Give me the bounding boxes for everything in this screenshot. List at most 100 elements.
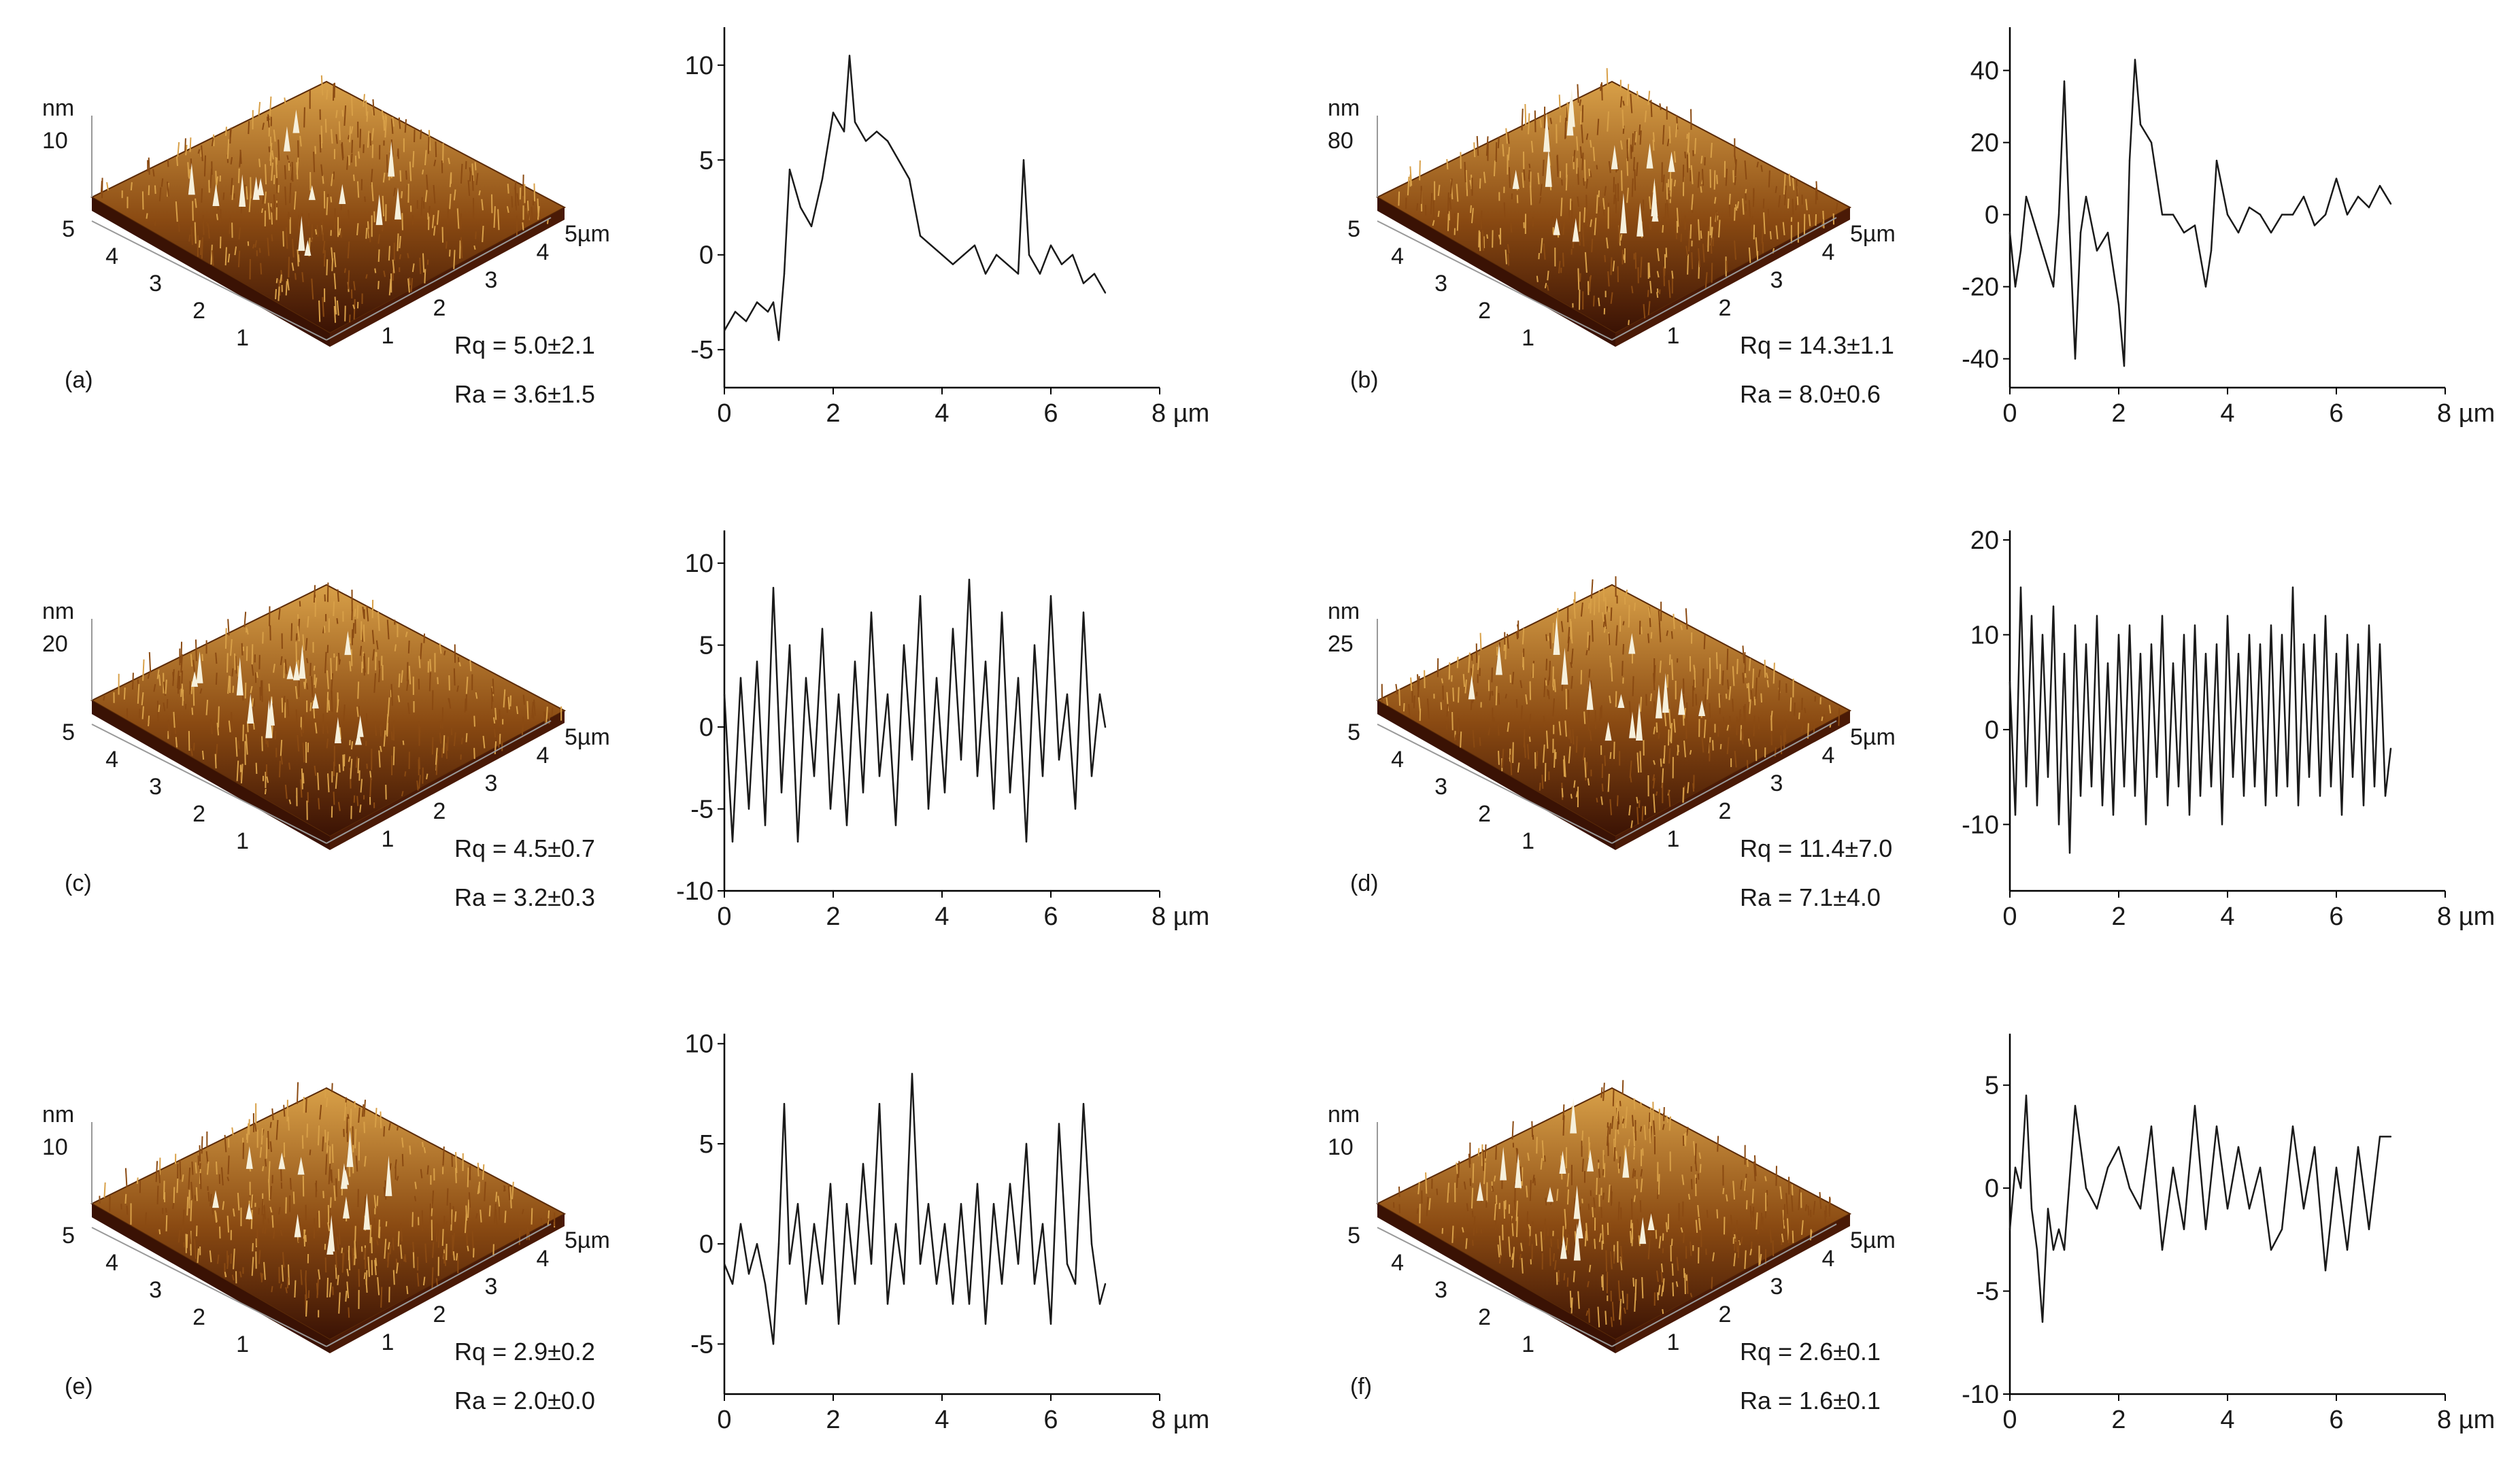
profile-point <box>2194 624 2196 626</box>
profile-point <box>2215 159 2218 162</box>
profile-point <box>2057 824 2060 826</box>
profile-point <box>1033 644 1036 646</box>
afm-y-tick-label: 1 <box>1522 828 1534 854</box>
profile-point <box>2237 1146 2240 1148</box>
profile-point <box>2335 1166 2338 1169</box>
afm-x-tick-label: 3 <box>1770 770 1783 796</box>
profile-point <box>1028 254 1030 256</box>
profile-point <box>2281 214 2283 216</box>
profile-point <box>854 660 856 662</box>
profile-point <box>2166 804 2169 807</box>
profile-point <box>2379 185 2381 187</box>
afm-y-tick-label: 5 <box>1347 1223 1360 1249</box>
profile-point <box>854 1283 856 1285</box>
profile-point <box>2106 662 2109 664</box>
profile-point <box>2281 634 2283 636</box>
profile-point <box>2194 1104 2196 1107</box>
y-tick-label: -20 <box>1962 273 1999 302</box>
afm-x-axis-unit-label: 5µm <box>565 1227 610 1253</box>
x-tick-label: 4 <box>935 399 949 428</box>
profile-point <box>2025 785 2028 787</box>
profile-point <box>2357 643 2359 645</box>
profile-point <box>837 693 840 696</box>
profile-point <box>995 254 998 256</box>
profile-point <box>788 1263 791 1265</box>
profile-point <box>783 273 786 275</box>
profile-point <box>2068 852 2071 854</box>
profile-point <box>886 140 889 142</box>
afm-y-tick-label: 4 <box>105 1250 118 1276</box>
profile-point <box>1025 841 1028 843</box>
profile-point <box>2270 624 2272 626</box>
afm-y-tick-label: 4 <box>105 243 118 269</box>
afm-y-tick-label: 4 <box>1391 1250 1404 1276</box>
panel-label: (b) <box>1350 367 1379 393</box>
profile-point <box>2019 1187 2022 1189</box>
profile-point <box>894 1223 897 1225</box>
profile-point <box>1060 263 1063 265</box>
profile-point <box>968 579 971 581</box>
y-tick-label: -10 <box>1962 1380 1999 1409</box>
y-tick-label: 10 <box>1970 621 1999 649</box>
profile-point <box>2085 643 2087 645</box>
afm-y-tick-label: 2 <box>192 1304 205 1330</box>
profile-point <box>2041 1321 2044 1323</box>
profile-point <box>2041 634 2044 636</box>
afm-surface-image <box>1375 576 1852 850</box>
profile-point <box>2134 58 2136 61</box>
profile-point <box>2226 214 2229 216</box>
afm-z-max-label: 10 <box>42 128 68 154</box>
profile-point <box>723 330 726 332</box>
afm-x-tick-label: 1 <box>382 323 394 349</box>
profile-point <box>1098 1303 1101 1305</box>
afm-x-tick-label: 1 <box>382 1329 394 1355</box>
profile-point <box>2161 1249 2164 1251</box>
profile-point <box>1017 273 1020 275</box>
profile-point <box>2204 653 2207 655</box>
x-tick-label: 8 µm <box>2437 902 2495 931</box>
profile-point <box>2009 1228 2011 1230</box>
profile-point <box>2014 1166 2017 1169</box>
profile-point <box>919 235 922 237</box>
y-tick-label: 10 <box>685 1030 713 1059</box>
y-tick-label: 0 <box>1985 1174 1999 1203</box>
profile-point <box>903 1283 905 1285</box>
y-tick-label: -10 <box>1962 811 1999 839</box>
x-tick-label: 4 <box>935 902 949 931</box>
profile-point <box>2248 634 2251 636</box>
afm-y-tick-label: 3 <box>149 774 162 800</box>
profile-point <box>2308 776 2311 778</box>
profile-point <box>2177 785 2180 787</box>
profile-point <box>772 1343 775 1345</box>
profile-point <box>2014 814 2017 816</box>
profile-point <box>821 1283 824 1285</box>
afm-x-axis-unit-label: 5µm <box>1850 724 1896 750</box>
profile-point <box>976 1183 979 1185</box>
afm-y-tick-label: 3 <box>149 271 162 296</box>
afm-x-tick-label: 1 <box>1667 1329 1680 1355</box>
x-tick-label: 4 <box>2220 902 2234 931</box>
afm-y-tick-label: 5 <box>1347 719 1360 745</box>
profile-point <box>2128 624 2131 626</box>
profile-point <box>2063 653 2066 655</box>
profile-point <box>2324 1270 2327 1272</box>
profile-point <box>1039 273 1041 275</box>
profile-point <box>2313 224 2316 226</box>
profile-point <box>2210 785 2213 787</box>
profile-point <box>2302 195 2305 198</box>
x-tick-label: 0 <box>717 902 731 931</box>
profile-point <box>2085 195 2087 198</box>
profile-point <box>731 1283 734 1285</box>
profile-point <box>1098 693 1101 696</box>
afm-x-tick-label: 1 <box>1667 323 1680 349</box>
profile-point <box>960 1203 962 1205</box>
y-tick-label: -5 <box>690 336 713 364</box>
profile-point <box>739 677 742 679</box>
afm-x-tick-label: 4 <box>1822 743 1835 768</box>
profile-point <box>2389 203 2392 205</box>
y-tick-label: -5 <box>690 1330 713 1359</box>
panel-a: nm 10 5 4 3 2 1 1 2 3 4 5µm (a) Rq = 5.0±2.1 Ra = 3.6±… <box>42 27 1209 428</box>
x-tick-label: 0 <box>717 399 731 428</box>
profile-point <box>2237 231 2240 234</box>
